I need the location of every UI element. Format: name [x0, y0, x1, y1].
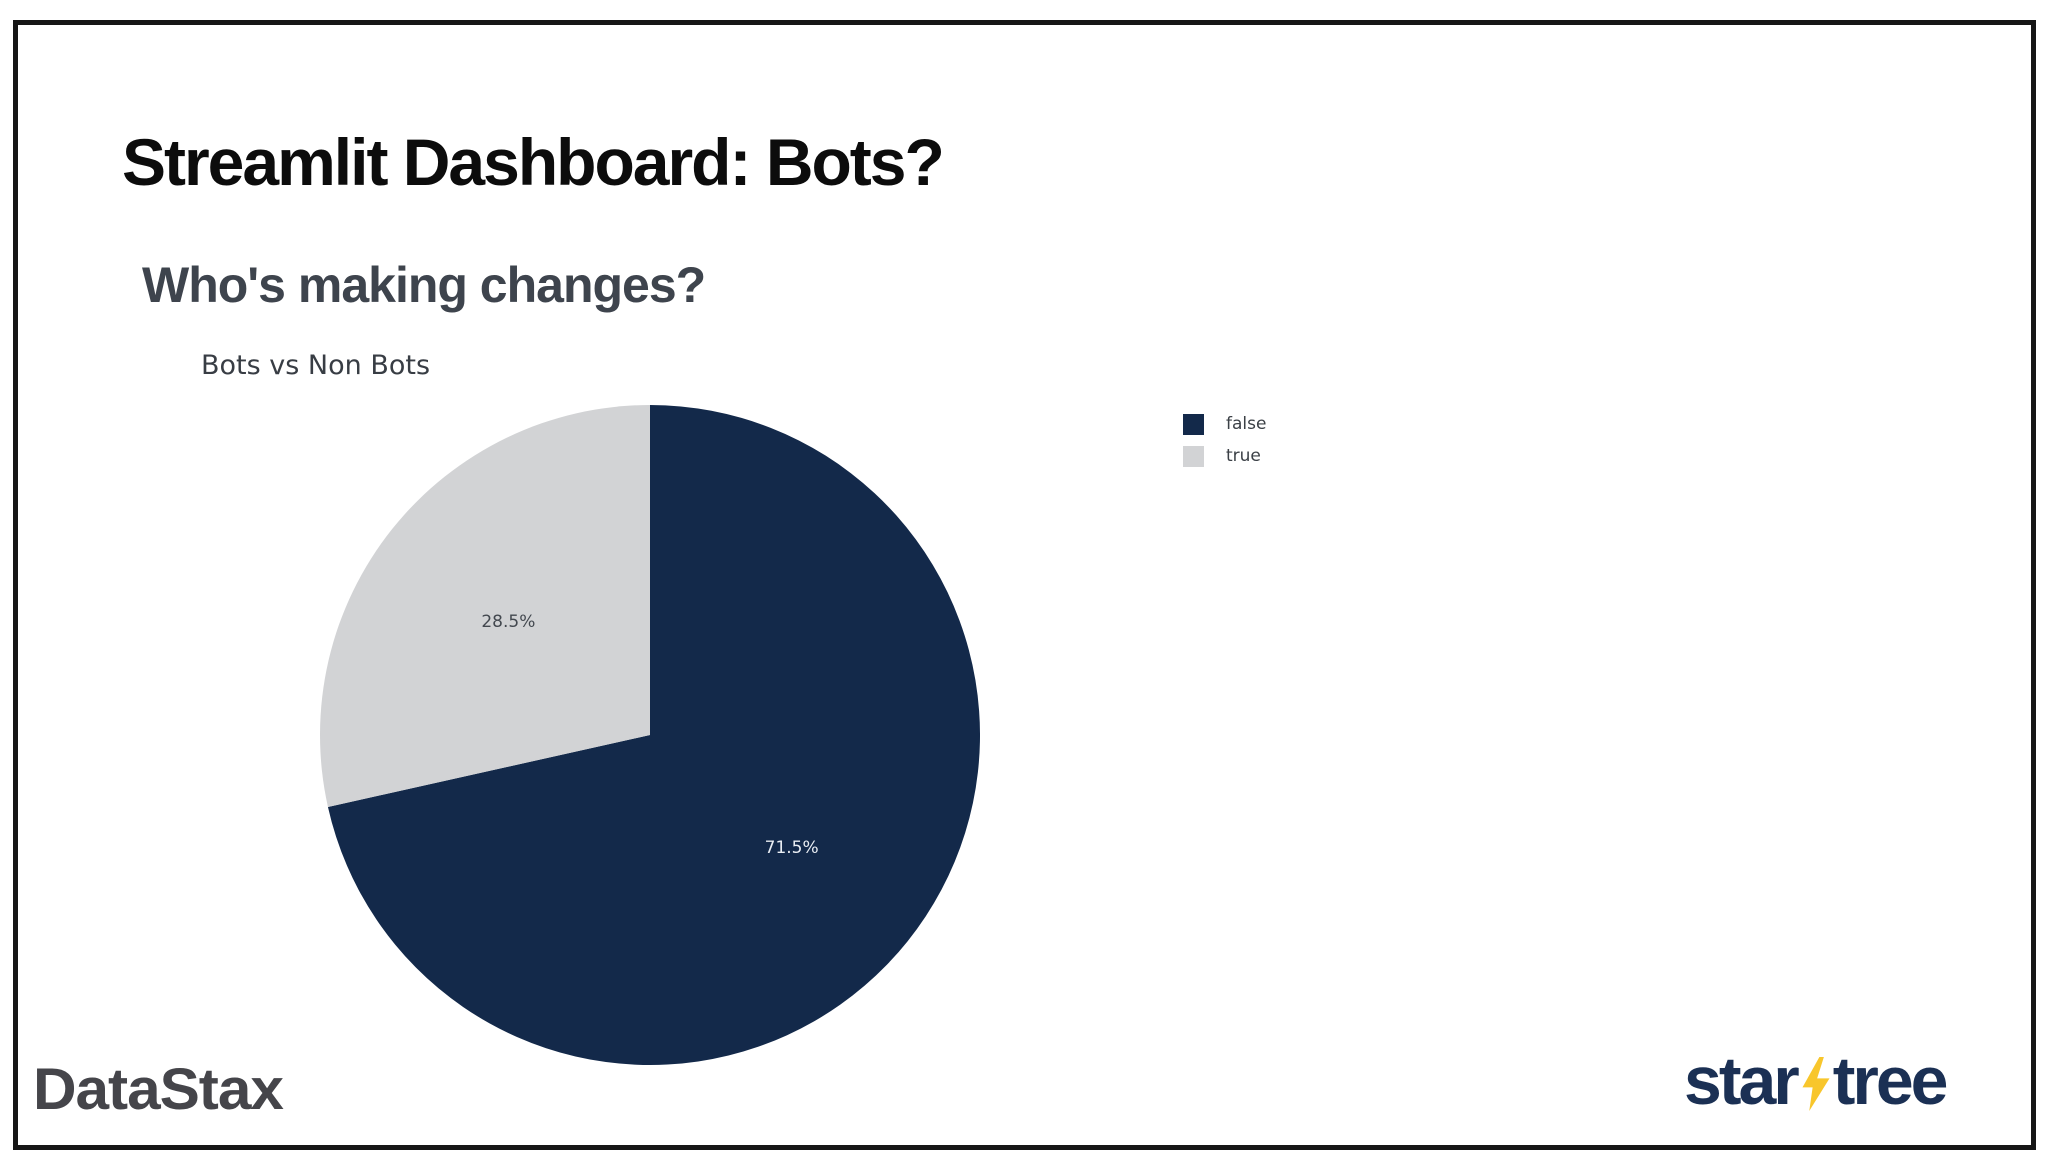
startree-logo-text-star: star: [1684, 1043, 1800, 1119]
datastax-logo: DataStax: [33, 1057, 284, 1122]
pie-slice-true: [320, 405, 650, 807]
startree-logo: star tree: [1684, 1042, 1949, 1120]
pie-chart: [320, 405, 980, 1065]
pie-percent-label-true: 28.5%: [481, 611, 536, 632]
legend-item-false: false: [1183, 414, 1266, 435]
pie-percent-label-false: 71.5%: [764, 838, 819, 859]
legend-swatch-true-icon: [1183, 446, 1204, 467]
pie-slice-false: [327, 405, 980, 1065]
legend-item-true: true: [1183, 446, 1266, 467]
slide-subtitle: Who's making changes?: [142, 257, 706, 313]
legend-swatch-false-icon: [1183, 414, 1204, 435]
startree-logo-text-tree: tree: [1832, 1043, 1949, 1119]
legend-label-false: false: [1226, 414, 1267, 434]
chart-legend: false true: [1183, 414, 1266, 478]
slide-title: Streamlit Dashboard: Bots?: [122, 125, 945, 199]
lightning-bolt-icon: [1802, 1057, 1830, 1111]
legend-label-true: true: [1226, 446, 1261, 466]
chart-title: Bots vs Non Bots: [201, 350, 431, 381]
